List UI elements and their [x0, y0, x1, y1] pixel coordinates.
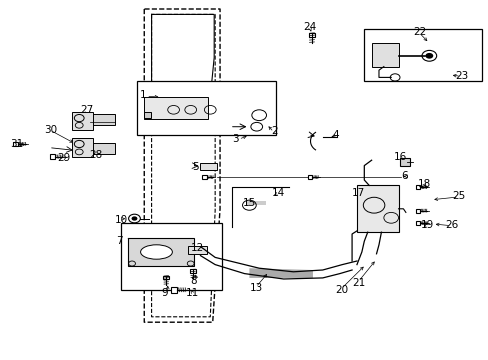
- Bar: [190, 269, 196, 273]
- Bar: [356, 185, 398, 232]
- Bar: [90, 114, 115, 125]
- Bar: [128, 238, 194, 266]
- Text: 5: 5: [192, 162, 199, 172]
- Text: 8: 8: [190, 276, 197, 286]
- Text: 28: 28: [89, 150, 102, 160]
- Text: 25: 25: [451, 191, 465, 201]
- Text: 10: 10: [115, 215, 128, 225]
- Bar: [364, 29, 481, 81]
- Text: 3: 3: [232, 134, 239, 144]
- Text: 29: 29: [58, 153, 71, 163]
- Bar: [72, 112, 93, 130]
- Bar: [202, 175, 206, 179]
- Bar: [415, 221, 420, 225]
- Bar: [371, 43, 398, 67]
- Bar: [308, 33, 315, 37]
- Bar: [415, 185, 420, 189]
- Text: 31: 31: [10, 139, 23, 149]
- Text: 11: 11: [185, 288, 199, 298]
- Bar: [72, 138, 93, 157]
- Text: 23: 23: [454, 71, 467, 81]
- Bar: [399, 158, 409, 166]
- Bar: [90, 143, 115, 154]
- Text: 24: 24: [303, 22, 316, 32]
- Bar: [163, 276, 169, 279]
- Circle shape: [425, 53, 432, 59]
- Text: 14: 14: [271, 188, 284, 198]
- Text: 27: 27: [81, 105, 94, 115]
- Text: 26: 26: [444, 220, 457, 230]
- Polygon shape: [249, 268, 312, 278]
- Bar: [245, 201, 265, 205]
- Bar: [144, 97, 207, 119]
- Polygon shape: [144, 112, 150, 118]
- Text: 6: 6: [400, 171, 407, 181]
- Text: 18: 18: [417, 179, 430, 189]
- Bar: [121, 223, 222, 290]
- Bar: [171, 287, 177, 292]
- Text: 1: 1: [139, 90, 146, 100]
- Text: 2: 2: [271, 126, 278, 136]
- Bar: [14, 142, 19, 146]
- Text: 13: 13: [249, 283, 262, 293]
- Bar: [307, 175, 311, 179]
- Bar: [137, 81, 276, 135]
- Text: 7: 7: [115, 236, 122, 246]
- Ellipse shape: [141, 245, 172, 259]
- Text: 30: 30: [44, 125, 57, 135]
- Text: 12: 12: [190, 243, 203, 253]
- Bar: [200, 163, 216, 170]
- Bar: [188, 246, 206, 254]
- Text: 20: 20: [334, 285, 347, 295]
- Bar: [415, 209, 420, 212]
- Text: 17: 17: [351, 188, 365, 198]
- Text: 21: 21: [351, 278, 365, 288]
- Text: 4: 4: [332, 130, 339, 140]
- Text: 9: 9: [161, 288, 168, 298]
- Text: 15: 15: [243, 198, 256, 208]
- Bar: [50, 154, 55, 159]
- Circle shape: [131, 216, 137, 221]
- Text: 16: 16: [393, 152, 406, 162]
- Text: 19: 19: [420, 220, 433, 230]
- Text: 22: 22: [412, 27, 426, 37]
